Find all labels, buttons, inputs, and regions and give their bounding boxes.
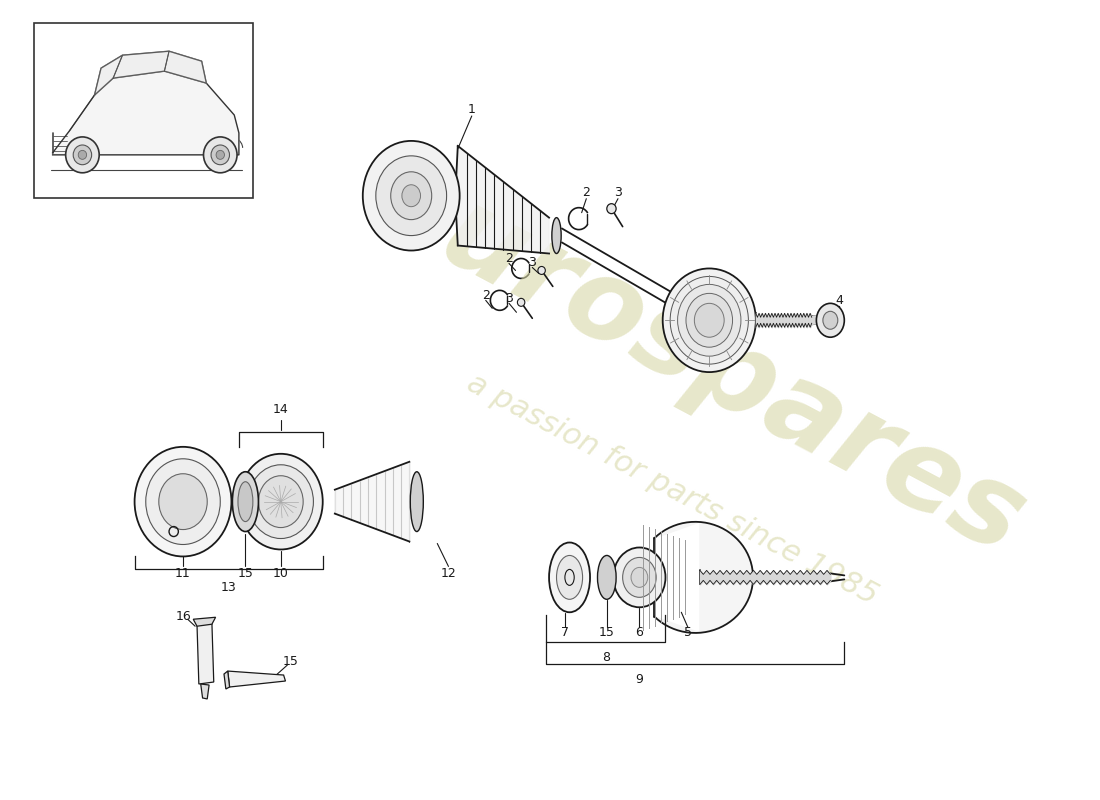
Polygon shape bbox=[164, 51, 207, 83]
Ellipse shape bbox=[549, 542, 590, 612]
Text: 15: 15 bbox=[283, 654, 298, 667]
Ellipse shape bbox=[623, 558, 657, 598]
Text: 2: 2 bbox=[505, 252, 513, 265]
Circle shape bbox=[216, 150, 224, 159]
Text: 13: 13 bbox=[221, 581, 236, 594]
Ellipse shape bbox=[134, 447, 231, 557]
Ellipse shape bbox=[686, 294, 733, 347]
Text: 4: 4 bbox=[836, 294, 844, 307]
Ellipse shape bbox=[614, 547, 666, 607]
Ellipse shape bbox=[823, 311, 838, 330]
Ellipse shape bbox=[662, 269, 756, 372]
Ellipse shape bbox=[410, 472, 424, 531]
Text: 2: 2 bbox=[482, 289, 490, 302]
Ellipse shape bbox=[390, 172, 431, 220]
Text: 5: 5 bbox=[684, 626, 692, 638]
Ellipse shape bbox=[249, 465, 313, 538]
Ellipse shape bbox=[232, 472, 258, 531]
Ellipse shape bbox=[239, 454, 322, 550]
Ellipse shape bbox=[678, 285, 741, 356]
Ellipse shape bbox=[402, 185, 420, 206]
Polygon shape bbox=[95, 55, 122, 95]
Polygon shape bbox=[53, 71, 239, 155]
Text: 6: 6 bbox=[636, 626, 644, 638]
Ellipse shape bbox=[670, 277, 748, 364]
Text: 10: 10 bbox=[273, 567, 289, 580]
Polygon shape bbox=[654, 522, 754, 633]
Ellipse shape bbox=[258, 476, 304, 527]
Polygon shape bbox=[194, 618, 216, 626]
Polygon shape bbox=[228, 671, 286, 687]
Circle shape bbox=[211, 145, 230, 165]
Ellipse shape bbox=[597, 555, 616, 599]
Text: eurospares: eurospares bbox=[356, 142, 1044, 578]
Ellipse shape bbox=[158, 474, 207, 530]
Ellipse shape bbox=[816, 303, 845, 338]
Text: 2: 2 bbox=[582, 186, 591, 199]
Text: 16: 16 bbox=[176, 610, 191, 622]
Polygon shape bbox=[197, 622, 213, 684]
Ellipse shape bbox=[631, 567, 648, 587]
Ellipse shape bbox=[552, 218, 561, 254]
Ellipse shape bbox=[557, 555, 583, 599]
Text: 7: 7 bbox=[561, 626, 569, 638]
Text: 3: 3 bbox=[528, 256, 536, 269]
Circle shape bbox=[66, 137, 99, 173]
Ellipse shape bbox=[363, 141, 460, 250]
Text: 15: 15 bbox=[598, 626, 615, 638]
Text: 3: 3 bbox=[505, 292, 513, 305]
Ellipse shape bbox=[376, 156, 447, 235]
Circle shape bbox=[74, 145, 91, 165]
Text: 11: 11 bbox=[175, 567, 191, 580]
Circle shape bbox=[607, 204, 616, 214]
Polygon shape bbox=[458, 146, 549, 254]
Circle shape bbox=[204, 137, 236, 173]
Bar bbox=[34, 23, 253, 198]
Text: 12: 12 bbox=[441, 567, 456, 580]
Text: 14: 14 bbox=[273, 403, 288, 417]
Text: 15: 15 bbox=[238, 567, 253, 580]
Text: 3: 3 bbox=[614, 186, 622, 199]
Polygon shape bbox=[224, 671, 230, 689]
Polygon shape bbox=[200, 684, 209, 699]
Text: 1: 1 bbox=[468, 102, 475, 115]
Text: a passion for parts since 1985: a passion for parts since 1985 bbox=[462, 369, 882, 610]
Ellipse shape bbox=[694, 303, 724, 338]
Circle shape bbox=[78, 150, 87, 159]
Polygon shape bbox=[113, 51, 169, 78]
Ellipse shape bbox=[238, 482, 253, 522]
Circle shape bbox=[517, 298, 525, 306]
Circle shape bbox=[538, 266, 546, 274]
Ellipse shape bbox=[146, 458, 220, 545]
Text: 9: 9 bbox=[636, 673, 644, 686]
Text: 8: 8 bbox=[602, 650, 609, 664]
Polygon shape bbox=[812, 316, 826, 324]
